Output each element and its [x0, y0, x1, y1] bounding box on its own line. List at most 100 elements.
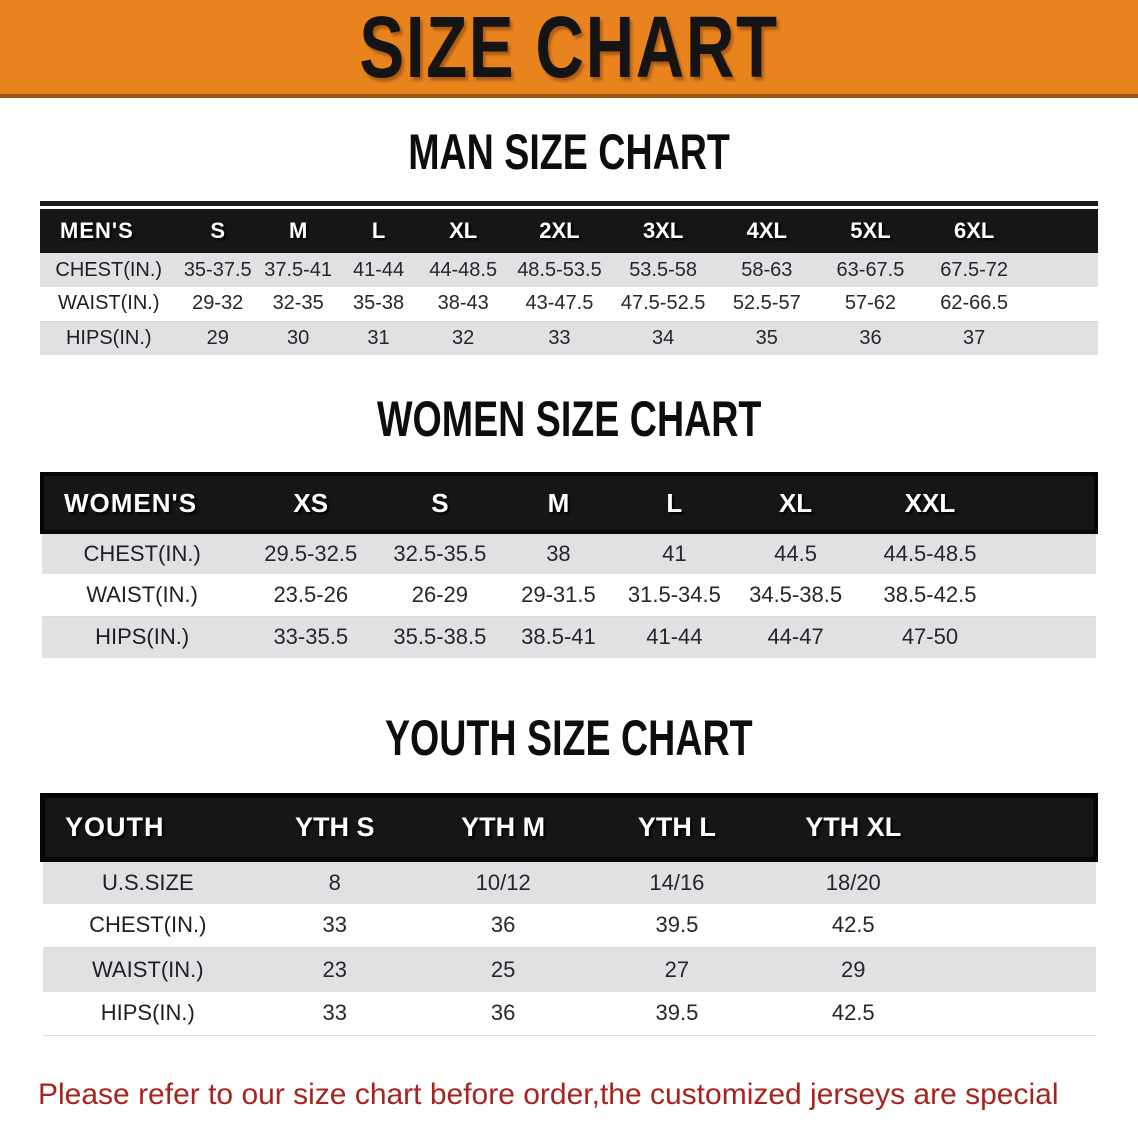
- men-chest-value: 67.5-72: [922, 253, 1026, 287]
- youth-hips-value: 33: [253, 991, 417, 1036]
- men-chest-label: CHEST(IN.): [40, 253, 178, 287]
- row-filler: [1001, 616, 1096, 658]
- row-filler: [1025, 287, 1098, 322]
- youth-hips-value: 39.5: [590, 991, 764, 1036]
- men-waist-value: 47.5-52.5: [611, 287, 715, 322]
- women-size-col: XS: [242, 472, 380, 534]
- women-size-col: M: [500, 472, 617, 534]
- table-row: U.S.SIZE 8 10/12 14/16 18/20: [42, 859, 1096, 904]
- youth-waist-value: 25: [416, 947, 591, 992]
- women-corner-label: WOMEN'S: [39, 472, 243, 534]
- men-hips-value: 34: [611, 321, 715, 355]
- women-heading-text: WOMEN SIZE CHART: [376, 390, 762, 447]
- youth-ussize-value: 14/16: [590, 859, 764, 904]
- women-hips-value: 35.5-38.5: [379, 616, 501, 658]
- women-hips-value: 38.5-41: [500, 616, 617, 658]
- men-hips-value: 35: [714, 321, 819, 355]
- row-filler: [942, 991, 1096, 1036]
- men-header-filler: [1025, 209, 1098, 253]
- table-row: WAIST(IN.) 29-32 32-35 35-38 38-43 43-47…: [40, 287, 1098, 322]
- men-waist-value: 43-47.5: [507, 287, 612, 322]
- women-waist-value: 26-29: [379, 574, 501, 617]
- men-table-topline: [40, 201, 1098, 206]
- men-size-col: S: [177, 209, 258, 253]
- table-row: CHEST(IN.) 33 36 39.5 42.5: [42, 903, 1096, 948]
- women-waist-label: WAIST(IN.): [42, 574, 243, 617]
- table-row: CHEST(IN.) 29.5-32.5 32.5-35.5 38 41 44.…: [42, 532, 1096, 574]
- men-waist-value: 35-38: [338, 287, 419, 322]
- men-hips-label: HIPS(IN.): [40, 321, 178, 355]
- women-hips-value: 44-47: [732, 616, 859, 658]
- youth-chest-label: CHEST(IN.): [42, 903, 254, 948]
- men-size-col: 4XL: [714, 209, 819, 253]
- row-filler: [942, 859, 1096, 904]
- youth-hips-value: 36: [416, 991, 591, 1036]
- men-hips-value: 30: [257, 321, 339, 355]
- women-size-col: L: [616, 472, 733, 534]
- men-waist-label: WAIST(IN.): [40, 287, 178, 322]
- women-size-col: S: [379, 472, 501, 534]
- youth-chest-value: 33: [253, 903, 417, 948]
- women-waist-value: 38.5-42.5: [858, 574, 1002, 617]
- disclaimer-note: Please refer to our size chart before or…: [38, 1070, 1138, 1132]
- men-hips-value: 33: [507, 321, 612, 355]
- row-filler: [942, 903, 1096, 948]
- youth-ussize-value: 8: [253, 859, 417, 904]
- women-header-filler: [1001, 472, 1098, 534]
- youth-waist-value: 27: [590, 947, 764, 992]
- men-size-col: 2XL: [507, 209, 612, 253]
- row-filler: [1001, 532, 1096, 574]
- youth-chest-value: 36: [416, 903, 591, 948]
- youth-waist-label: WAIST(IN.): [42, 947, 254, 992]
- women-size-col: XXL: [858, 472, 1002, 534]
- table-row: HIPS(IN.) 33-35.5 35.5-38.5 38.5-41 41-4…: [42, 616, 1096, 658]
- youth-size-col: YTH S: [253, 793, 417, 862]
- men-size-col: L: [338, 209, 419, 253]
- men-size-col: XL: [418, 209, 508, 253]
- women-chest-value: 38: [500, 532, 617, 574]
- men-hips-value: 31: [338, 321, 419, 355]
- men-chest-value: 35-37.5: [177, 253, 258, 287]
- table-row: HIPS(IN.) 33 36 39.5 42.5: [42, 991, 1096, 1036]
- women-chest-label: CHEST(IN.): [42, 532, 243, 574]
- men-chest-value: 48.5-53.5: [507, 253, 612, 287]
- row-filler: [1025, 321, 1098, 355]
- men-waist-value: 38-43: [418, 287, 508, 322]
- men-size-col: 3XL: [611, 209, 715, 253]
- men-waist-value: 62-66.5: [922, 287, 1026, 322]
- table-row: HIPS(IN.) 29 30 31 32 33 34 35 36 37: [40, 321, 1098, 355]
- women-waist-value: 23.5-26: [242, 574, 380, 617]
- men-chest-value: 44-48.5: [418, 253, 508, 287]
- men-size-col: 5XL: [818, 209, 923, 253]
- men-hips-value: 29: [177, 321, 258, 355]
- youth-section-heading: YOUTH SIZE CHART: [0, 709, 1138, 766]
- table-row: CHEST(IN.) 35-37.5 37.5-41 41-44 44-48.5…: [40, 253, 1098, 287]
- youth-heading-text: YOUTH SIZE CHART: [385, 709, 753, 766]
- banner: SIZE CHART: [0, 0, 1138, 98]
- women-hips-value: 33-35.5: [242, 616, 380, 658]
- men-waist-value: 57-62: [818, 287, 923, 322]
- men-hips-value: 37: [922, 321, 1026, 355]
- youth-hips-value: 42.5: [763, 991, 943, 1036]
- youth-size-col: YTH M: [416, 793, 591, 862]
- men-waist-value: 29-32: [177, 287, 258, 322]
- youth-ussize-value: 10/12: [416, 859, 591, 904]
- table-row: WAIST(IN.) 23 25 27 29: [42, 947, 1096, 992]
- men-chest-value: 58-63: [714, 253, 819, 287]
- women-chest-value: 41: [616, 532, 733, 574]
- mens-size-table: MEN'S S M L XL 2XL 3XL 4XL 5XL 6XL CHEST…: [40, 209, 1098, 355]
- youth-ussize-label: U.S.SIZE: [42, 859, 254, 904]
- women-chest-value: 44.5-48.5: [858, 532, 1002, 574]
- men-chest-value: 41-44: [338, 253, 419, 287]
- women-hips-label: HIPS(IN.): [42, 616, 243, 658]
- row-filler: [942, 947, 1096, 992]
- men-chest-value: 37.5-41: [257, 253, 339, 287]
- women-section-heading: WOMEN SIZE CHART: [0, 390, 1138, 447]
- youth-size-table: YOUTH YTH S YTH M YTH L YTH XL U.S.SIZE …: [40, 793, 1098, 1036]
- men-hips-value: 36: [818, 321, 923, 355]
- women-chest-value: 29.5-32.5: [242, 532, 380, 574]
- women-waist-value: 29-31.5: [500, 574, 617, 617]
- men-header-row: MEN'S S M L XL 2XL 3XL 4XL 5XL 6XL: [40, 209, 1098, 253]
- youth-header-row: YOUTH YTH S YTH M YTH L YTH XL: [40, 793, 1098, 862]
- women-hips-value: 41-44: [616, 616, 733, 658]
